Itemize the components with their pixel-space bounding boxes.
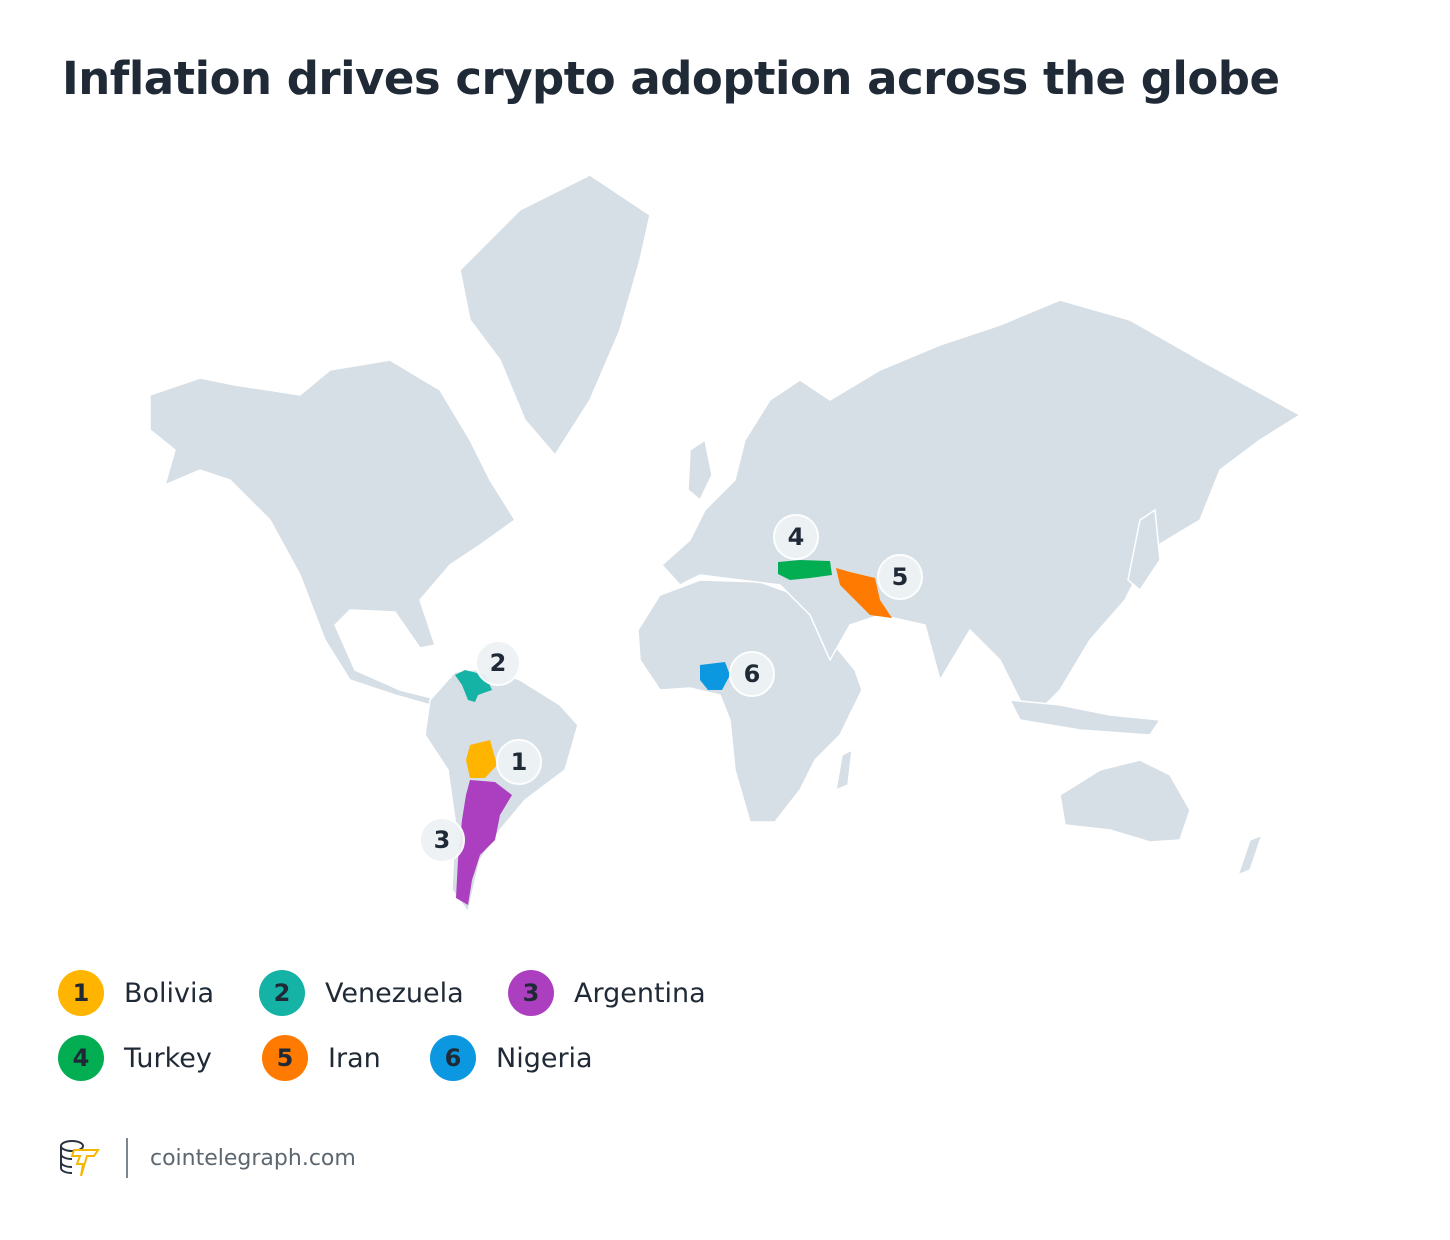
japan [1127, 508, 1161, 592]
rank-badge: 4 [58, 1035, 104, 1081]
svg-text:2: 2 [490, 649, 507, 677]
rank-badge: 5 [262, 1035, 308, 1081]
svg-text:5: 5 [892, 563, 909, 591]
country-name: Iran [328, 1042, 381, 1074]
legend-item-nigeria: 6 Nigeria [430, 1035, 593, 1081]
legend-item-bolivia: 1 Bolivia [58, 970, 214, 1016]
marker-1[interactable]: 1 [496, 739, 542, 785]
svg-text:3: 3 [434, 826, 451, 854]
new-zealand [1236, 833, 1264, 877]
uk [687, 438, 713, 502]
country-name: Argentina [574, 977, 706, 1009]
page-title: Inflation drives crypto adoption across … [62, 52, 1280, 105]
country-name: Venezuela [325, 977, 464, 1009]
country-name: Nigeria [496, 1042, 593, 1074]
country-name: Bolivia [124, 977, 215, 1009]
marker-5[interactable]: 5 [877, 554, 923, 600]
footer: cointelegraph.com [58, 1138, 356, 1178]
africa [637, 579, 863, 823]
greenland [459, 174, 651, 457]
divider [126, 1138, 128, 1178]
indonesia [1008, 699, 1162, 736]
legend-item-iran: 5 Iran [262, 1035, 381, 1081]
rank-badge: 3 [508, 970, 554, 1016]
madagascar [835, 748, 853, 792]
marker-2[interactable]: 2 [475, 640, 521, 686]
site-url: cointelegraph.com [150, 1145, 356, 1171]
rank-badge: 2 [259, 970, 305, 1016]
north-america [149, 359, 517, 706]
eurasia [660, 299, 1302, 722]
highlighted-countries [455, 560, 892, 905]
country-iran[interactable] [836, 568, 892, 618]
country-argentina[interactable] [456, 780, 512, 905]
markers: 1 2 3 4 5 6 [419, 514, 923, 863]
marker-6[interactable]: 6 [729, 651, 775, 697]
land-masses [149, 174, 1302, 914]
svg-text:1: 1 [511, 748, 528, 776]
legend-item-turkey: 4 Turkey [58, 1035, 212, 1081]
legend-item-argentina: 3 Argentina [508, 970, 706, 1016]
country-bolivia[interactable] [466, 740, 497, 778]
australia [1059, 759, 1191, 843]
marker-3[interactable]: 3 [419, 817, 465, 863]
svg-text:4: 4 [788, 523, 805, 551]
rank-badge: 1 [58, 970, 104, 1016]
legend-item-venezuela: 2 Venezuela [259, 970, 464, 1016]
svg-text:6: 6 [744, 660, 761, 688]
country-turkey[interactable] [778, 560, 832, 580]
country-name: Turkey [124, 1042, 212, 1074]
marker-4[interactable]: 4 [773, 514, 819, 560]
rank-badge: 6 [430, 1035, 476, 1081]
cointelegraph-logo-icon [60, 1140, 100, 1177]
country-nigeria[interactable] [700, 662, 730, 690]
